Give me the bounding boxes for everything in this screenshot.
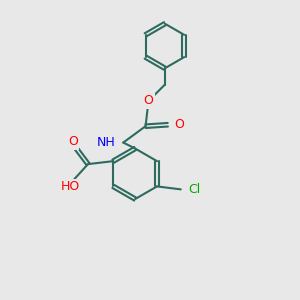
Text: HO: HO xyxy=(61,180,80,193)
Text: O: O xyxy=(68,135,78,148)
Text: O: O xyxy=(174,118,184,131)
Text: NH: NH xyxy=(97,136,116,149)
Text: O: O xyxy=(144,94,154,107)
Text: Cl: Cl xyxy=(188,183,200,196)
